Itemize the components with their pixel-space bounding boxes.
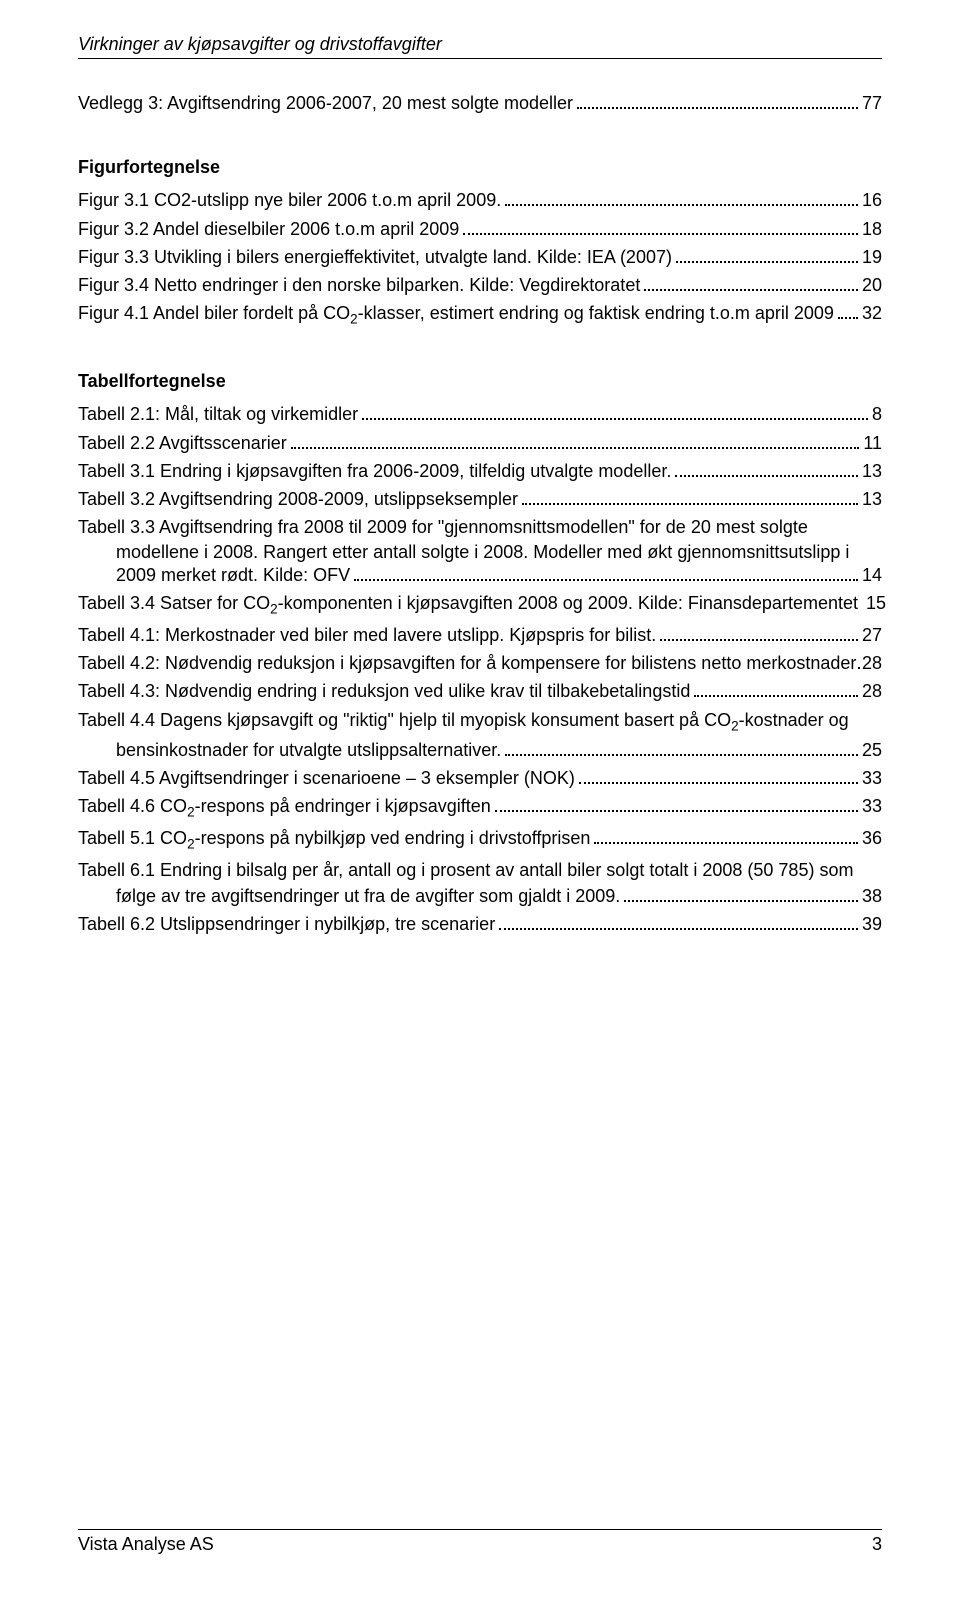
toc-page: 18 xyxy=(862,217,882,241)
page-footer: Vista Analyse AS 3 xyxy=(78,1529,882,1555)
toc-text: Tabell 3.4 Satser for CO2-komponenten i … xyxy=(78,591,858,619)
toc-text: Figur 3.4 Netto endringer i den norske b… xyxy=(78,273,640,297)
toc-page: 38 xyxy=(862,884,882,908)
toc-leader xyxy=(362,404,868,420)
toc-leader xyxy=(354,564,858,580)
toc-entry: Figur 3.3 Utvikling i bilers energieffek… xyxy=(78,245,882,269)
toc-page: 19 xyxy=(862,245,882,269)
toc-entry: Tabell 4.3: Nødvendig endring i reduksjo… xyxy=(78,679,882,703)
toc-text: Tabell 5.1 CO2-respons på nybilkjøp ved … xyxy=(78,826,590,854)
toc-text: Tabell 2.1: Mål, tiltak og virkemidler xyxy=(78,402,358,426)
section-title-figur: Figurfortegnelse xyxy=(78,157,882,178)
toc-page: 20 xyxy=(862,273,882,297)
toc-leader xyxy=(838,303,858,319)
toc-text: 2009 merket rødt. Kilde: OFV xyxy=(116,563,350,587)
footer-page-number: 3 xyxy=(872,1534,882,1555)
toc-text: Figur 3.3 Utvikling i bilers energieffek… xyxy=(78,245,672,269)
toc-entry: Tabell 4.2: Nødvendig reduksjon i kjøpsa… xyxy=(78,651,882,675)
toc-page: 25 xyxy=(862,738,882,762)
toc-entry: Figur 4.1 Andel biler fordelt på CO2-kla… xyxy=(78,301,882,329)
toc-text: Tabell 4.4 Dagens kjøpsavgift og "riktig… xyxy=(78,708,849,736)
toc-leader xyxy=(675,461,858,477)
toc-page: 33 xyxy=(862,794,882,818)
toc-text: Tabell 4.3: Nødvendig endring i reduksjo… xyxy=(78,679,690,703)
running-header: Virkninger av kjøpsavgifter og drivstoff… xyxy=(78,34,882,59)
toc-text: Tabell 4.2: Nødvendig reduksjon i kjøpsa… xyxy=(78,651,856,675)
toc-entry: Tabell 2.1: Mål, tiltak og virkemidler 8 xyxy=(78,402,882,426)
toc-entry: Figur 3.2 Andel dieselbiler 2006 t.o.m a… xyxy=(78,217,882,241)
toc-page: 32 xyxy=(862,301,882,325)
toc-leader xyxy=(495,796,858,812)
toc-text: Figur 3.1 CO2-utslipp nye biler 2006 t.o… xyxy=(78,188,501,212)
toc-text: Tabell 3.3 Avgiftsendring fra 2008 til 2… xyxy=(78,515,808,539)
toc-page: 36 xyxy=(862,826,882,850)
toc-leader xyxy=(858,653,860,669)
section-title-tabell: Tabellfortegnelse xyxy=(78,371,882,392)
toc-text: Tabell 4.1: Merkostnader ved biler med l… xyxy=(78,623,656,647)
toc-text: Tabell 2.2 Avgiftsscenarier xyxy=(78,431,287,455)
toc-leader xyxy=(505,190,858,206)
toc-entry: Figur 3.1 CO2-utslipp nye biler 2006 t.o… xyxy=(78,188,882,212)
toc-page: 16 xyxy=(862,188,882,212)
toc-text: Tabell 4.6 CO2-respons på endringer i kj… xyxy=(78,794,491,822)
toc-entry-multiline: Tabell 6.1 Endring i bilsalg per år, ant… xyxy=(78,858,882,909)
toc-continuation: modellene i 2008. Rangert etter antall s… xyxy=(116,542,882,563)
toc-leader xyxy=(579,768,858,784)
toc-page: 13 xyxy=(862,459,882,483)
toc-page: 8 xyxy=(872,402,882,426)
toc-page: 11 xyxy=(863,431,882,455)
toc-page: 27 xyxy=(862,623,882,647)
toc-text: Tabell 6.2 Utslippsendringer i nybilkjøp… xyxy=(78,912,495,936)
toc-text: Figur 4.1 Andel biler fordelt på CO2-kla… xyxy=(78,301,834,329)
toc-leader xyxy=(499,914,858,930)
toc-page: 77 xyxy=(862,91,882,115)
toc-entry: Tabell 6.2 Utslippsendringer i nybilkjøp… xyxy=(78,912,882,936)
toc-leader xyxy=(291,432,860,448)
toc-entry-multiline: Tabell 3.3 Avgiftsendring fra 2008 til 2… xyxy=(78,515,882,587)
toc-entry-multiline: Tabell 4.4 Dagens kjøpsavgift og "riktig… xyxy=(78,708,882,762)
toc-leader xyxy=(644,275,858,291)
toc-entry: Tabell 4.6 CO2-respons på endringer i kj… xyxy=(78,794,882,822)
toc-page: 14 xyxy=(862,563,882,587)
toc-text: følge av tre avgiftsendringer ut fra de … xyxy=(116,884,620,908)
toc-entry: Tabell 4.5 Avgiftsendringer i scenarioen… xyxy=(78,766,882,790)
toc-leader xyxy=(660,625,858,641)
toc-text: Figur 3.2 Andel dieselbiler 2006 t.o.m a… xyxy=(78,217,459,241)
toc-entry: Tabell 3.2 Avgiftsendring 2008-2009, uts… xyxy=(78,487,882,511)
toc-leader xyxy=(522,489,858,505)
toc-page: 28 xyxy=(862,679,882,703)
toc-leader xyxy=(505,739,858,755)
toc-page: 28 xyxy=(862,651,882,675)
toc-leader xyxy=(594,828,858,844)
toc-text: Vedlegg 3: Avgiftsendring 2006-2007, 20 … xyxy=(78,91,573,115)
toc-page: 39 xyxy=(862,912,882,936)
toc-leader xyxy=(577,93,858,109)
toc-text: Tabell 3.2 Avgiftsendring 2008-2009, uts… xyxy=(78,487,518,511)
toc-leader xyxy=(676,247,858,263)
toc-entry: Figur 3.4 Netto endringer i den norske b… xyxy=(78,273,882,297)
toc-entry: Tabell 3.1 Endring i kjøpsavgiften fra 2… xyxy=(78,459,882,483)
toc-entry: Tabell 3.4 Satser for CO2-komponenten i … xyxy=(78,591,882,619)
toc-entry: Tabell 4.1: Merkostnader ved biler med l… xyxy=(78,623,882,647)
toc-page: 15 xyxy=(866,591,886,615)
toc-entry: Vedlegg 3: Avgiftsendring 2006-2007, 20 … xyxy=(78,91,882,115)
footer-left: Vista Analyse AS xyxy=(78,1534,214,1555)
toc-text: Tabell 4.5 Avgiftsendringer i scenarioen… xyxy=(78,766,575,790)
toc-text: bensinkostnader for utvalgte utslippsalt… xyxy=(116,738,501,762)
toc-text: Tabell 3.1 Endring i kjøpsavgiften fra 2… xyxy=(78,459,671,483)
toc-leader xyxy=(624,886,858,902)
toc-leader xyxy=(694,681,858,697)
page: Virkninger av kjøpsavgifter og drivstoff… xyxy=(0,0,960,1605)
toc-page: 13 xyxy=(862,487,882,511)
toc-text: Tabell 6.1 Endring i bilsalg per år, ant… xyxy=(78,858,853,882)
toc-entry: Tabell 5.1 CO2-respons på nybilkjøp ved … xyxy=(78,826,882,854)
toc-page: 33 xyxy=(862,766,882,790)
toc-leader xyxy=(463,218,858,234)
toc-entry: Tabell 2.2 Avgiftsscenarier 11 xyxy=(78,431,882,455)
